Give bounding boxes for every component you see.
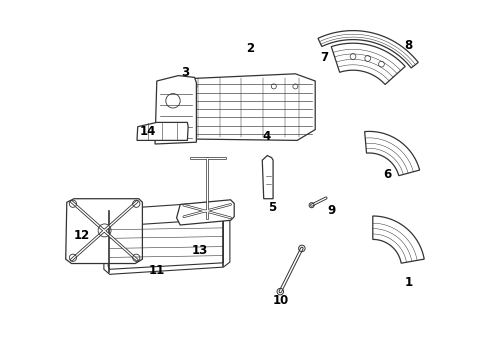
- Text: 1: 1: [405, 276, 413, 289]
- Polygon shape: [262, 156, 273, 199]
- Text: 11: 11: [148, 264, 165, 276]
- Text: 8: 8: [405, 39, 413, 51]
- Text: 3: 3: [181, 66, 190, 78]
- Text: 14: 14: [140, 125, 156, 138]
- Text: 13: 13: [192, 244, 208, 257]
- Polygon shape: [104, 202, 230, 227]
- Polygon shape: [159, 74, 315, 140]
- Polygon shape: [155, 76, 196, 144]
- Polygon shape: [66, 199, 143, 264]
- Polygon shape: [373, 216, 424, 263]
- Text: 6: 6: [383, 168, 392, 181]
- Text: 9: 9: [327, 204, 336, 217]
- Text: 2: 2: [246, 42, 254, 55]
- Polygon shape: [104, 219, 230, 274]
- Text: 10: 10: [273, 294, 289, 307]
- Text: 12: 12: [74, 229, 91, 242]
- Polygon shape: [331, 43, 405, 85]
- Polygon shape: [318, 31, 418, 68]
- Polygon shape: [137, 122, 188, 140]
- Text: 4: 4: [263, 130, 271, 143]
- Polygon shape: [365, 131, 419, 176]
- Text: 7: 7: [320, 51, 328, 64]
- Polygon shape: [176, 200, 234, 225]
- Text: 5: 5: [268, 201, 276, 213]
